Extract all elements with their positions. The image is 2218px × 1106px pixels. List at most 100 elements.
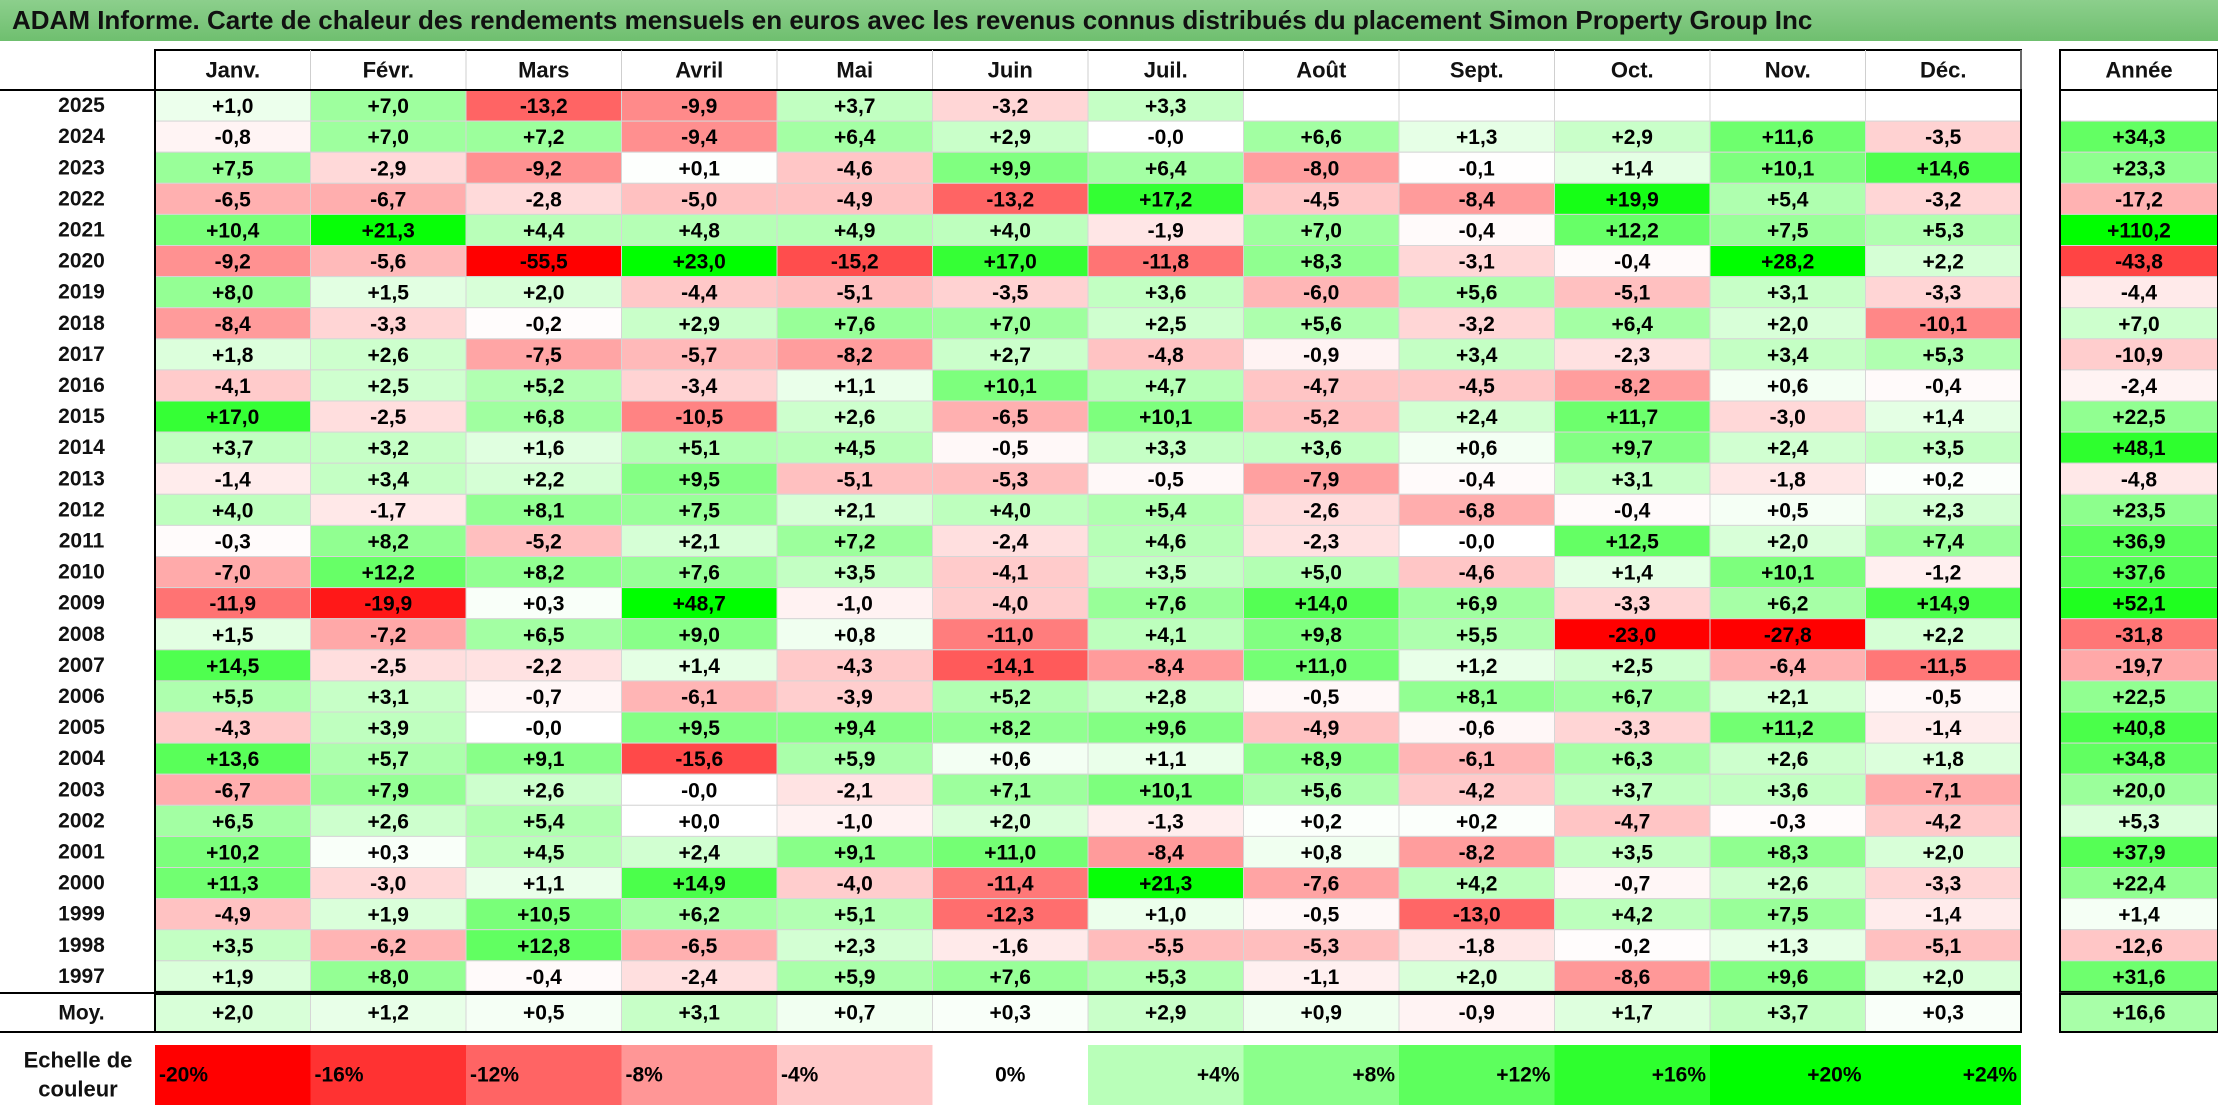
- cell-value: -4,2: [1925, 810, 1961, 833]
- average-value: +0,7: [834, 1002, 875, 1025]
- cell-value: -3,5: [1925, 126, 1962, 149]
- cell-value: -0,5: [1303, 904, 1340, 927]
- cell-value: +12,8: [517, 935, 570, 958]
- heatmap-cell: [776, 556, 933, 589]
- cell-value: +2,1: [679, 530, 721, 553]
- year-label: 2002: [58, 809, 105, 832]
- annual-cell: [2059, 929, 2218, 962]
- cell-value: -4,4: [681, 282, 718, 305]
- year-label: 2025: [58, 94, 105, 117]
- cell-value: -4,3: [837, 655, 873, 678]
- heatmap-cell: [154, 276, 311, 309]
- year-label: 2010: [58, 561, 105, 584]
- cell-value: -3,3: [1614, 593, 1650, 616]
- cell-value: +7,2: [523, 126, 564, 149]
- heatmap-cell: [154, 151, 311, 184]
- heatmap-cell: [1398, 182, 1555, 215]
- scale-value: -8%: [626, 1064, 664, 1087]
- cell-value: -7,0: [215, 562, 251, 585]
- annual-value: -2,4: [2121, 375, 2158, 398]
- year-label: 2018: [58, 312, 105, 335]
- cell-value: +9,5: [679, 468, 721, 491]
- cell-value: +2,6: [1767, 873, 1808, 896]
- heatmap-cell: [1709, 400, 1866, 433]
- heatmap-cell: [1709, 587, 1866, 620]
- scale-value: -4%: [781, 1064, 819, 1087]
- heatmap-cell: [1865, 618, 2022, 651]
- cell-value: -0,6: [1459, 717, 1495, 740]
- cell-value: +1,5: [368, 282, 410, 305]
- heatmap-cell: [1243, 338, 1400, 371]
- cell-value: +6,6: [1301, 126, 1342, 149]
- year-label: 2001: [58, 840, 105, 863]
- cell-value: -3,3: [1925, 282, 1961, 305]
- heatmap-cell: [465, 276, 622, 309]
- cell-value: -8,2: [1459, 841, 1495, 864]
- cell-value: +4,6: [1145, 530, 1186, 553]
- cell-value: +10,1: [1761, 562, 1814, 585]
- cell-value: -9,4: [681, 126, 718, 149]
- cell-value: +7,5: [1767, 219, 1809, 242]
- cell-value: -27,8: [1764, 624, 1812, 647]
- heatmap-cell: [1554, 276, 1711, 309]
- cell-value: +2,6: [368, 344, 409, 367]
- cell-value: +1,1: [523, 873, 565, 896]
- cell-value: -5,5: [1148, 935, 1185, 958]
- cell-value: +4,5: [834, 437, 876, 460]
- heatmap-cell: [1243, 742, 1400, 775]
- scale-swatch: [1243, 1045, 1399, 1105]
- cell-value: +11,0: [984, 841, 1036, 864]
- cell-value: -1,9: [1148, 219, 1184, 242]
- cell-value: +12,2: [1606, 219, 1659, 242]
- heatmap-cell: [776, 462, 933, 495]
- cell-value: +11,3: [207, 873, 259, 896]
- heatmap-cell: [154, 804, 311, 837]
- heatmap-cell: [1243, 369, 1400, 402]
- heatmap-cell: [621, 400, 778, 433]
- heatmap-cell: [465, 245, 622, 278]
- cell-value: +6,3: [1612, 748, 1653, 771]
- heatmap-cell: [465, 773, 622, 806]
- cell-value: +5,9: [834, 748, 875, 771]
- cell-value: +5,3: [1923, 219, 1964, 242]
- average-value: +2,9: [1145, 1002, 1186, 1025]
- month-header: Mai: [836, 58, 873, 83]
- cell-value: +3,6: [1145, 282, 1186, 305]
- cell-value: -6,4: [1770, 655, 1807, 678]
- cell-value: -0,4: [1925, 375, 1962, 398]
- heatmap-cell: [465, 182, 622, 215]
- average-value: +2,0: [212, 1002, 253, 1025]
- scale-value: 0%: [995, 1064, 1026, 1087]
- cell-value: +12,2: [362, 562, 415, 585]
- cell-value: +6,7: [1612, 686, 1653, 709]
- cell-value: +3,7: [212, 437, 253, 460]
- cell-value: -2,8: [526, 188, 563, 211]
- scale-value: -20%: [159, 1064, 208, 1087]
- cell-value: +5,4: [1145, 499, 1187, 522]
- cell-value: +4,4: [523, 219, 565, 242]
- annual-cell: [2059, 431, 2218, 464]
- heatmap-cell: [310, 400, 467, 433]
- heatmap-cell: [1709, 151, 1866, 184]
- annual-cell: [2059, 804, 2218, 837]
- scale-value: +12%: [1496, 1064, 1551, 1087]
- month-header: Sept.: [1450, 58, 1504, 83]
- cell-value: +0,2: [1456, 810, 1497, 833]
- year-label: 2011: [59, 529, 105, 552]
- cell-value: +5,6: [1301, 779, 1342, 802]
- heatmap-cell: [1087, 400, 1244, 433]
- heatmap-cell: [310, 120, 467, 153]
- annual-value: +52,1: [2112, 593, 2165, 616]
- year-label: 2023: [58, 156, 105, 179]
- cell-value: -6,1: [681, 686, 718, 709]
- cell-value: -8,0: [1303, 157, 1339, 180]
- cell-value: -14,1: [986, 655, 1034, 678]
- heatmap-cell: [1243, 680, 1400, 713]
- cell-value: +1,9: [212, 966, 253, 989]
- cell-value: -2,9: [370, 157, 406, 180]
- cell-value: +3,4: [368, 468, 410, 491]
- cell-value: -4,3: [215, 717, 251, 740]
- cell-value: +3,3: [1145, 437, 1186, 460]
- cell-value: +4,1: [1145, 624, 1187, 647]
- heatmap-cell: [154, 960, 311, 993]
